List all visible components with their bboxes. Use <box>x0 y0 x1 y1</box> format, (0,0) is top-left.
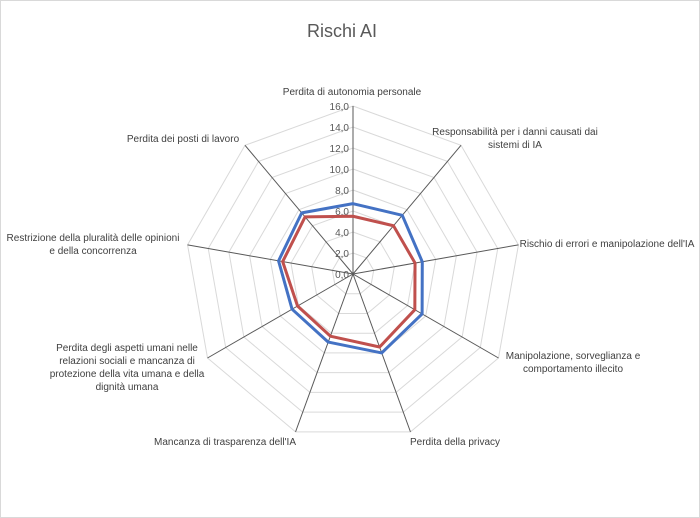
radial-tick-labels: 0,0 2,0 4,0 6,0 8,0 10,0 12,0 14,0 16,0 <box>330 102 350 281</box>
category-label: Responsabilità per i danni causati dai si… <box>432 127 598 151</box>
axis-spoke <box>295 273 354 433</box>
category-label: Restrizione della pluralità delle opinio… <box>7 233 180 257</box>
grid-ring <box>207 126 499 413</box>
category-label: Perdita della privacy <box>410 437 500 448</box>
category-label: Perdita di autonomia personale <box>283 87 422 98</box>
tick-label: 4,0 <box>335 228 349 239</box>
tick-label: 10,0 <box>330 165 350 176</box>
axis-spoke <box>352 273 499 359</box>
tick-label: 0,0 <box>335 270 349 281</box>
tick-label: 6,0 <box>335 207 349 218</box>
category-labels: Perdita di autonomia personale Responsabi… <box>7 87 695 448</box>
axis-spoke <box>352 144 462 275</box>
grid-ring <box>269 189 437 354</box>
chart-title: Rischi AI <box>307 21 377 41</box>
grid-ring <box>187 105 519 433</box>
category-label: Manipolazione, sorveglianza e comportamen… <box>506 351 641 375</box>
axis-spoke <box>352 244 519 275</box>
axis-spoke <box>207 273 354 359</box>
grid-ring <box>249 168 457 374</box>
category-label: Perdita degli aspetti umani nelle relazio… <box>50 343 205 393</box>
category-label: Rischio di errori e manipolazione dell'I… <box>520 239 695 250</box>
grid-ring <box>228 147 478 393</box>
series-line <box>277 202 424 355</box>
grid-ring <box>311 231 395 314</box>
grid-ring <box>331 252 375 295</box>
series-line <box>281 214 417 349</box>
data-series <box>277 202 424 355</box>
axis-spoke <box>244 144 354 275</box>
category-label: Mancanza di trasparenza dell'IA <box>154 437 296 448</box>
axis-spoke <box>187 244 354 275</box>
tick-label: 14,0 <box>330 123 350 134</box>
tick-label: 2,0 <box>335 249 349 260</box>
category-label: Perdita dei posti di lavoro <box>127 134 240 145</box>
tick-label: 16,0 <box>330 102 350 113</box>
tick-label: 8,0 <box>335 186 349 197</box>
tick-label: 12,0 <box>330 144 350 155</box>
